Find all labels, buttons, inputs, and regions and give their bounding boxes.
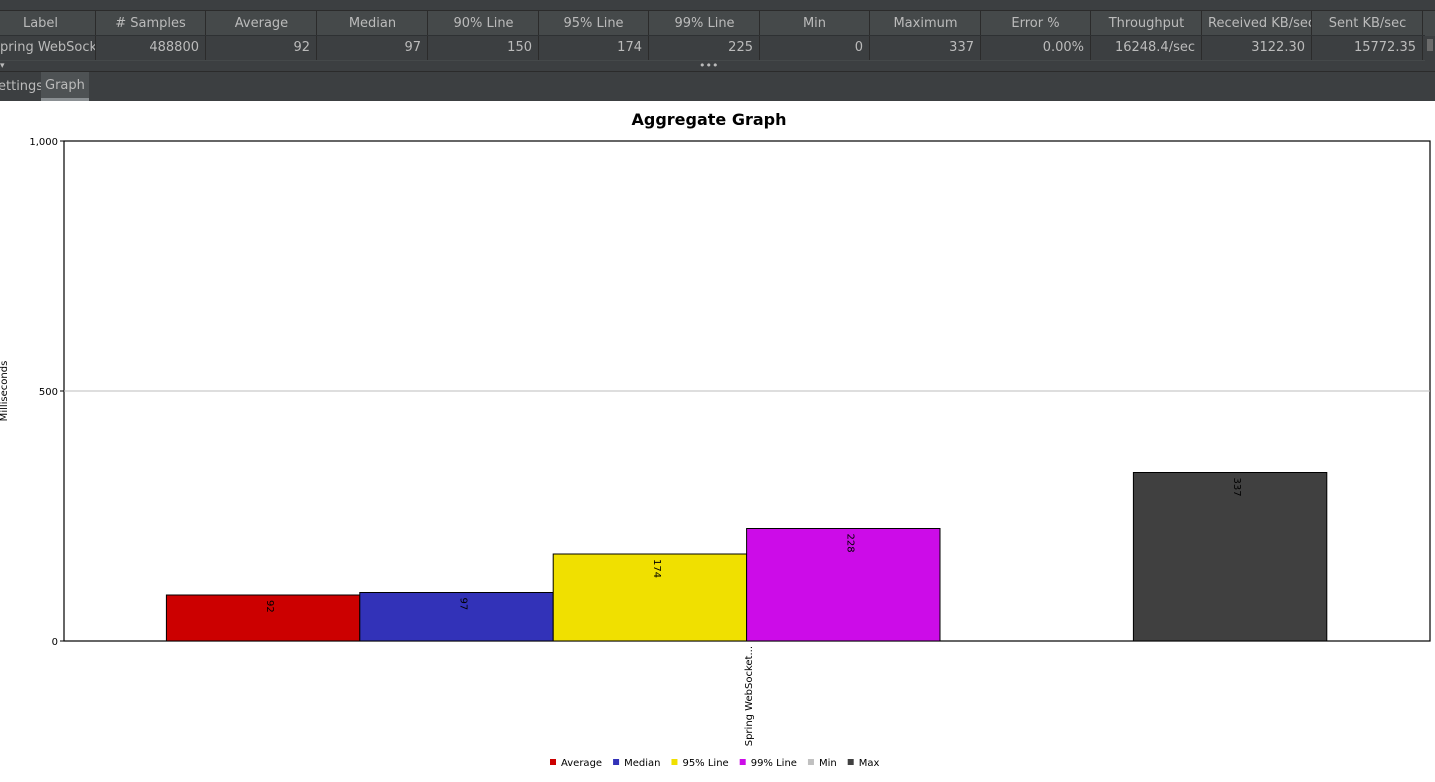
- bar-average: [165, 594, 361, 642]
- table-scrollbar[interactable]: [1425, 36, 1435, 61]
- cell-maximum: 337: [871, 36, 981, 60]
- column-header-median[interactable]: Median: [318, 11, 428, 35]
- table-row[interactable]: pring WebSock...488800929715017422503370…: [0, 36, 1425, 60]
- column-header-line90[interactable]: 90% Line: [429, 11, 539, 35]
- collapse-arrow-icon[interactable]: ▾: [0, 61, 5, 71]
- legend-swatch-median: [613, 759, 620, 765]
- cell-average: 92: [207, 36, 317, 60]
- x-category-label: Spring WebSocket...: [744, 646, 755, 746]
- y-tick-label: 0: [52, 637, 58, 648]
- y-tick-label: 500: [39, 387, 58, 398]
- cell-samples: 488800: [96, 36, 206, 60]
- legend-swatch-min: [807, 759, 814, 765]
- data-label-average: 92: [264, 600, 275, 613]
- top-strip: [0, 0, 1435, 11]
- legend-swatch-95-line: [671, 759, 678, 765]
- results-table[interactable]: Label # Samples Average Median 90% Line 95% L…: [0, 11, 1435, 61]
- y-axis-label: Milliseconds: [0, 361, 10, 422]
- cell-error: 0.00%: [981, 36, 1091, 60]
- column-header-error[interactable]: Error %: [981, 11, 1091, 35]
- y-tick-label: 1,000: [29, 137, 58, 148]
- drag-handle-icon[interactable]: •••: [699, 59, 719, 72]
- bar-max: [1132, 472, 1328, 642]
- scrollbar-thumb[interactable]: [1427, 39, 1433, 51]
- legend-label-99-line: 99% Line: [751, 758, 797, 769]
- cell-sent: 15772.35: [1313, 36, 1423, 60]
- legend-label-95-line: 95% Line: [682, 758, 728, 769]
- legend-swatch-max: [847, 759, 854, 765]
- column-header-average[interactable]: Average: [207, 11, 317, 35]
- legend-label-max: Max: [859, 758, 880, 769]
- cell-line90: 150: [429, 36, 539, 60]
- column-header-throughput[interactable]: Throughput: [1092, 11, 1202, 35]
- legend-swatch-average: [550, 759, 556, 765]
- split-pane-divider[interactable]: ▾ •••: [0, 59, 1435, 72]
- cell-median: 97: [318, 36, 428, 60]
- column-header-line99[interactable]: 99% Line: [650, 11, 760, 35]
- tab-bar: ettings Graph: [0, 72, 1435, 101]
- column-header-min[interactable]: Min: [760, 11, 870, 35]
- graph-panel: Aggregate Graph 0 500 1,000 Milliseconds 92 97…: [0, 101, 1435, 782]
- column-header-label[interactable]: Label: [0, 11, 96, 35]
- column-header-maximum[interactable]: Maximum: [871, 11, 981, 35]
- legend-label-median: Median: [624, 758, 660, 769]
- data-label-median: 97: [458, 598, 469, 611]
- legend-label-min: Min: [819, 758, 837, 769]
- cell-throughput: 16248.4/sec: [1092, 36, 1202, 60]
- tab-settings[interactable]: ettings: [0, 79, 44, 94]
- bar-95-line: [552, 553, 748, 642]
- column-header-received[interactable]: Received KB/sec: [1202, 11, 1312, 35]
- bar-99-line: [746, 528, 941, 642]
- cell-line99: 225: [650, 36, 760, 60]
- cell-received: 3122.30: [1202, 36, 1312, 60]
- chart-title: Aggregate Graph: [631, 110, 786, 129]
- column-header-samples[interactable]: # Samples: [96, 11, 206, 35]
- column-header-line95[interactable]: 95% Line: [539, 11, 649, 35]
- table-header-row: Label # Samples Average Median 90% Line 95% L…: [0, 11, 1425, 36]
- aggregate-graph-chart: Aggregate Graph 0 500 1,000 Milliseconds 92 97…: [0, 110, 1431, 769]
- cell-label: pring WebSock...: [0, 36, 96, 60]
- legend-swatch-99-line: [739, 759, 746, 765]
- cell-line95: 174: [539, 36, 649, 60]
- data-label-99-line: 228: [844, 534, 855, 553]
- column-header-sent[interactable]: Sent KB/sec: [1313, 11, 1423, 35]
- cell-min: 0: [760, 36, 870, 60]
- tab-graph[interactable]: Graph: [41, 72, 89, 101]
- legend-label-average: Average: [561, 758, 602, 769]
- bar-median: [359, 592, 554, 642]
- data-label-max: 337: [1231, 478, 1242, 497]
- data-label-95-line: 174: [651, 559, 662, 578]
